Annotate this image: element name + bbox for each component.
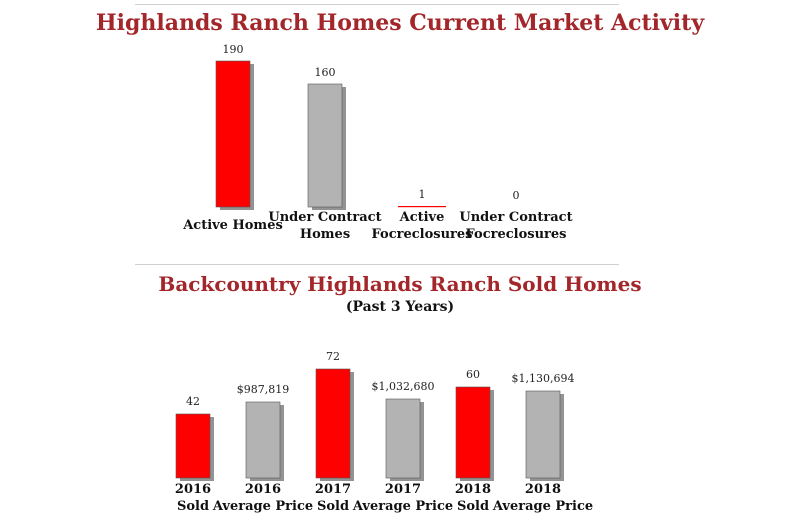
bar <box>245 401 281 479</box>
category-label: Average Price <box>212 499 313 514</box>
bar <box>215 60 251 208</box>
data-label: $987,819 <box>237 383 290 396</box>
category-label: Under Contract <box>268 210 381 225</box>
category-label: 2018 <box>455 482 491 497</box>
chart-2-subtitle: (Past 3 Years) <box>345 299 455 315</box>
category-label: Active Homes <box>182 218 283 233</box>
data-label: 60 <box>466 368 480 381</box>
data-label: 72 <box>326 350 340 363</box>
data-label: 190 <box>223 43 244 56</box>
category-label: Sold <box>177 499 209 514</box>
middle-divider <box>135 264 619 265</box>
category-label: 2017 <box>385 482 421 497</box>
category-label: Focreclosures <box>466 227 567 242</box>
category-label: Active <box>399 210 445 225</box>
chart-2-title: Backcountry Highlands Ranch Sold Homes <box>158 272 642 296</box>
category-label: 2018 <box>525 482 561 497</box>
category-label: Sold <box>317 499 349 514</box>
chart-1-bars: 190 Active Homes 160 Under Contract Homes 1 Ac… <box>182 43 572 242</box>
data-label: 160 <box>315 66 336 79</box>
category-label: Focreclosures <box>372 227 473 242</box>
bar <box>525 390 561 479</box>
bar <box>385 398 421 479</box>
data-label: 0 <box>513 189 520 202</box>
category-label: Average Price <box>492 499 593 514</box>
category-label: 2017 <box>315 482 351 497</box>
category-label: Sold <box>457 499 489 514</box>
bar <box>455 386 491 479</box>
data-label: $1,130,694 <box>512 372 575 385</box>
data-label: 42 <box>186 395 200 408</box>
bar <box>398 206 446 208</box>
data-label: 1 <box>419 188 426 201</box>
bar <box>307 83 343 208</box>
chart-1-title: Highlands Ranch Homes Current Market Act… <box>95 10 705 36</box>
data-label: $1,032,680 <box>372 380 435 393</box>
category-label: Homes <box>300 227 350 242</box>
category-label: 2016 <box>175 482 211 497</box>
category-label: Under Contract <box>459 210 572 225</box>
category-label: Average Price <box>352 499 453 514</box>
top-divider <box>135 4 619 5</box>
bar <box>315 368 351 479</box>
category-label: 2016 <box>245 482 281 497</box>
bar <box>175 413 211 479</box>
